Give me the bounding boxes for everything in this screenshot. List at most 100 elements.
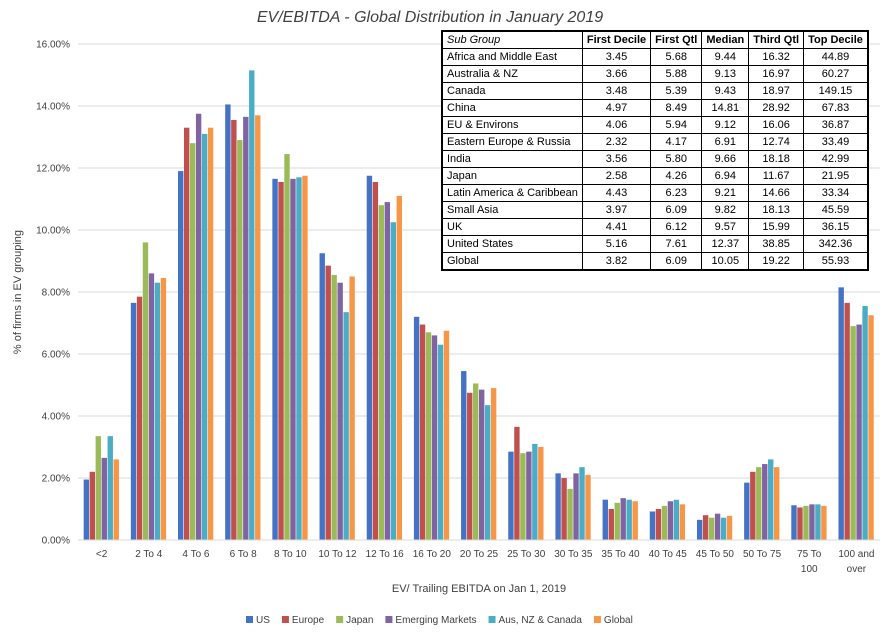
table-header-cell: Median: [701, 30, 750, 49]
bar-europe: [467, 392, 473, 540]
table-header-cell: First Decile: [581, 30, 652, 49]
table-cell: 60.27: [803, 65, 869, 83]
table-cell: 9.44: [701, 48, 750, 66]
table-cell: 9.82: [701, 201, 750, 219]
legend-label: US: [256, 615, 270, 626]
y-tick-label: 2.00%: [42, 474, 70, 485]
bar-us: [272, 178, 278, 540]
y-tick-label: 0.00%: [42, 536, 70, 547]
bar-global: [443, 330, 450, 540]
table-cell: 4.17: [650, 133, 703, 151]
bar-global: [774, 467, 780, 540]
table-cell: 14.81: [701, 99, 750, 117]
bar-global: [821, 505, 827, 540]
table-cell: 5.39: [650, 82, 703, 100]
bar-us: [838, 287, 844, 540]
bar-emerging-markets: [573, 473, 579, 540]
bar-aus-nz-canada: [862, 305, 868, 540]
table-row-label: EU & Environs: [441, 116, 583, 134]
table-cell: 3.82: [581, 252, 652, 271]
bar-aus-nz-canada: [720, 517, 727, 540]
table-cell: 44.89: [803, 48, 869, 66]
bar-aus-nz-canada: [768, 459, 774, 540]
legend-label: Japan: [346, 615, 373, 626]
table-cell: 3.45: [581, 48, 652, 66]
table-cell: 16.32: [748, 48, 805, 66]
table-cell: 12.37: [701, 235, 750, 253]
x-tick-label: 20 To 25: [460, 549, 499, 560]
bar-japan: [142, 242, 149, 540]
bar-emerging-markets: [856, 324, 862, 540]
table-row-label: Africa and Middle East: [441, 48, 583, 66]
bar-europe: [183, 127, 190, 540]
bar-global: [726, 515, 733, 540]
table-cell: 12.74: [748, 133, 805, 151]
bar-us: [744, 482, 750, 540]
bar-global: [585, 474, 591, 540]
table-cell: 2.32: [581, 133, 652, 151]
table-row: EU & Environs 4.06 5.94 9.12 16.06 36.87: [441, 116, 869, 134]
bar-emerging-markets: [479, 389, 485, 540]
table-header-row: Sub Group First Decile First Qtl Median …: [441, 30, 869, 49]
bar-global: [349, 276, 355, 540]
y-tick-label: 14.00%: [36, 102, 70, 113]
table-row-label: China: [441, 99, 583, 117]
table-row-label: Global: [441, 252, 583, 271]
bar-emerging-markets: [148, 273, 155, 540]
bar-us: [696, 519, 703, 540]
x-axis-ticks: <2 2 To 4 4 To 6 6 To 8 8 To 10 10 To 12 12 To…: [96, 549, 875, 575]
bar-emerging-markets: [337, 282, 343, 540]
bar-global: [302, 175, 308, 540]
table-cell: 3.48: [581, 82, 652, 100]
legend-item: Japan: [336, 615, 373, 626]
bar-aus-nz-canada: [249, 70, 255, 540]
bar-us: [461, 371, 467, 540]
y-tick-label: 8.00%: [42, 288, 70, 299]
bar-europe: [750, 471, 756, 540]
bar-emerging-markets: [195, 113, 202, 540]
table-cell: 10.05: [701, 252, 750, 271]
table-row: Eastern Europe & Russia 2.32 4.17 6.91 12.74…: [441, 133, 869, 151]
legend-swatch: [488, 616, 496, 623]
bar-europe: [608, 509, 614, 540]
table-row: China 4.97 8.49 14.81 28.92 67.83: [441, 99, 869, 117]
table-cell: 67.83: [803, 99, 869, 117]
table-cell: 6.91: [701, 133, 750, 151]
legend-swatch: [281, 616, 289, 623]
y-tick-label: 10.00%: [36, 226, 70, 237]
table-cell: 5.16: [581, 235, 652, 253]
x-tick-label: 4 To 6: [182, 549, 209, 560]
bar-aus-nz-canada: [579, 467, 585, 540]
stats-table: Sub Group First Decile First Qtl Median …: [441, 30, 869, 271]
bar-europe: [89, 471, 96, 540]
bar-global: [207, 127, 214, 540]
bar-global: [113, 459, 119, 540]
bar-aus-nz-canada: [437, 344, 444, 540]
table-cell: 4.26: [650, 167, 703, 185]
table-row-label: Eastern Europe & Russia: [441, 133, 583, 151]
bar-japan: [614, 502, 620, 540]
bar-europe: [655, 509, 662, 540]
legend-item: Global: [593, 615, 633, 626]
legend: US Europe Japan Emerging Markets Aus, NZ & C…: [246, 615, 633, 626]
bar-global: [632, 501, 638, 540]
bar-aus-nz-canada: [296, 177, 302, 541]
table-cell: 55.93: [803, 252, 869, 271]
x-tick-label: 30 To 35: [554, 549, 593, 560]
bar-global: [490, 388, 497, 540]
y-tick-label: 12.00%: [36, 164, 70, 175]
bar-emerging-markets: [431, 335, 438, 540]
legend-label: Europe: [292, 615, 325, 626]
bar-japan: [708, 517, 715, 540]
table-cell: 19.22: [748, 252, 805, 271]
table-row-label: India: [441, 150, 583, 168]
table-cell: 6.09: [650, 201, 703, 219]
x-tick-label: 16 To 20: [413, 549, 452, 560]
bar-japan: [331, 274, 337, 540]
bar-aus-nz-canada: [343, 312, 349, 540]
table-cell: 5.88: [650, 65, 703, 83]
bar-europe: [325, 265, 331, 540]
bar-japan: [567, 488, 573, 540]
bar-us: [319, 253, 325, 540]
bar-us: [83, 479, 90, 540]
